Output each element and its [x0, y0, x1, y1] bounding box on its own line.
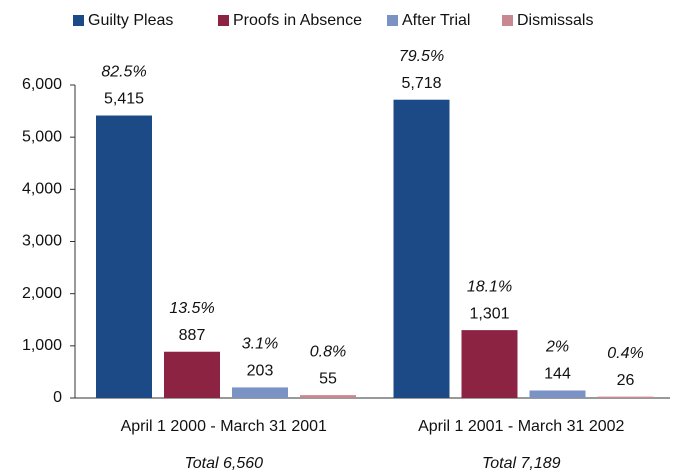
bar [232, 387, 288, 398]
percent-label: 79.5% [399, 48, 444, 65]
value-label: 1,301 [469, 305, 509, 322]
legend-swatch [387, 15, 398, 26]
value-label: 144 [544, 366, 571, 383]
bar [461, 330, 518, 398]
legend-label: Guilty Pleas [88, 12, 173, 29]
percent-label: 0.4% [607, 345, 643, 362]
y-tick-label: 4,000 [22, 181, 62, 198]
y-tick-label: 2,000 [22, 285, 62, 302]
legend-swatch [218, 15, 229, 26]
legend-label: Dismissals [517, 12, 593, 29]
x-tick-label: April 1 2000 - March 31 2001 [121, 418, 327, 435]
y-tick-label: 0 [53, 389, 62, 406]
y-tick-label: 5,000 [22, 128, 62, 145]
value-label: 887 [179, 327, 206, 344]
x-tick-label: April 1 2001 - March 31 2002 [418, 418, 624, 435]
category-total: Total 6,560 [184, 455, 263, 472]
value-label: 26 [617, 372, 635, 389]
legend-swatch [73, 15, 84, 26]
bar [529, 390, 586, 398]
percent-label: 0.8% [310, 343, 346, 360]
value-label: 203 [247, 363, 274, 380]
bar [597, 396, 654, 398]
bar [300, 395, 356, 398]
value-label: 55 [319, 370, 337, 387]
legend-swatch [502, 15, 513, 26]
y-tick-label: 1,000 [22, 337, 62, 354]
value-label: 5,718 [401, 75, 441, 92]
legend-label: Proofs in Absence [233, 12, 362, 29]
legend-label: After Trial [402, 12, 470, 29]
value-label: 5,415 [104, 91, 144, 108]
bar [96, 115, 152, 398]
bar [393, 99, 450, 398]
y-tick-label: 3,000 [22, 233, 62, 250]
category-total: Total 7,189 [482, 455, 561, 472]
y-tick-label: 6,000 [22, 76, 62, 93]
bar [164, 351, 220, 398]
percent-label: 82.5% [101, 64, 146, 81]
percent-label: 13.5% [169, 300, 214, 317]
percent-label: 3.1% [242, 336, 278, 353]
percent-label: 18.1% [467, 278, 512, 295]
percent-label: 2% [545, 339, 569, 356]
